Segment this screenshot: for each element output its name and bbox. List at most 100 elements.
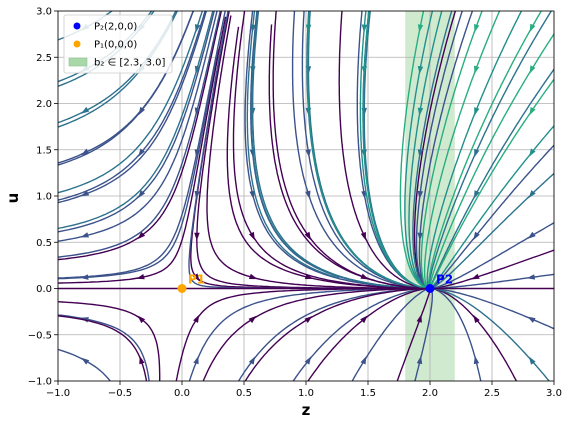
streamline-arrow <box>526 274 536 280</box>
streamline <box>58 11 215 233</box>
streamline <box>58 11 226 279</box>
streamline <box>58 314 150 381</box>
streamline-arrow <box>193 355 199 365</box>
streamline-arrow <box>528 190 536 199</box>
y-tick-label: 0.0 <box>36 284 52 295</box>
streamline-arrow <box>527 316 536 323</box>
point-label-p2: P2 <box>436 273 453 287</box>
streamline-arrow <box>360 273 369 280</box>
y-tick-label: 0.5 <box>36 238 52 249</box>
legend-patch <box>68 57 88 67</box>
legend-label: P₁(0,0,0) <box>94 40 137 51</box>
y-tick-label: 2.5 <box>36 53 52 64</box>
streamline <box>427 11 542 290</box>
streamline-arrow <box>471 273 480 280</box>
streamline-arrow <box>81 106 90 114</box>
streamline-arrow <box>417 24 424 33</box>
y-tick-label: −1.0 <box>28 377 52 388</box>
x-tick-label: −0.5 <box>108 388 132 399</box>
streamline <box>58 16 227 284</box>
streamline-arrow <box>529 65 536 74</box>
streamline <box>399 11 433 291</box>
streamline-arrow <box>138 106 145 116</box>
streamline <box>306 11 400 285</box>
streamline-arrow <box>416 355 423 365</box>
streamline <box>58 48 219 280</box>
streamline-arrow <box>305 149 311 158</box>
streamline-arrow <box>474 107 480 116</box>
streamline-arrow <box>474 148 480 158</box>
streamline-arrow <box>192 273 200 282</box>
streamline-arrow <box>474 24 480 33</box>
streamline-arrow <box>361 66 368 75</box>
x-axis-ticks: −1.0 −0.5 0.0 0.5 1.0 1.5 2.0 2.5 3.0 <box>46 381 562 399</box>
x-tick-label: 3.0 <box>546 388 562 399</box>
streamline-arrow <box>139 355 145 365</box>
streamline-arrow <box>304 316 313 323</box>
streamline-arrow <box>248 356 256 365</box>
x-tick-label: 2.5 <box>484 388 500 399</box>
streamline-arrow <box>194 65 201 75</box>
streamline-arrow <box>473 355 480 365</box>
streamline-arrow <box>474 65 480 75</box>
streamline-arrow <box>193 314 200 323</box>
streamline-arrow <box>529 148 536 157</box>
point-p2 <box>425 284 435 293</box>
streamline-arrow <box>417 149 424 158</box>
x-tick-label: 2.0 <box>422 388 438 399</box>
streamline-arrow <box>361 190 367 200</box>
streamline <box>58 11 206 201</box>
y-tick-label: 2.0 <box>36 99 52 110</box>
streamline-arrow <box>249 190 255 200</box>
x-tick-label: 1.5 <box>360 388 376 399</box>
streamline-arrow <box>137 231 146 240</box>
point-label-p1: P1 <box>188 273 205 287</box>
x-tick-label: 1.0 <box>298 388 314 399</box>
streamline-arrow <box>194 149 201 158</box>
legend-box <box>63 14 173 74</box>
streamline-arrow <box>248 231 255 241</box>
x-tick-label: 0.5 <box>236 388 252 399</box>
streamline <box>359 11 428 290</box>
streamline <box>58 315 148 381</box>
y-tick-label: −0.5 <box>28 330 52 341</box>
y-tick-label: 3.0 <box>36 7 52 18</box>
y-axis-ticks: −1.0 −0.5 0.0 0.5 1.0 1.5 2.0 2.5 3.0 <box>28 7 58 388</box>
streamline-arrow <box>527 231 536 239</box>
x-tick-label: 0.0 <box>174 388 190 399</box>
streamline <box>58 11 218 242</box>
streamline-arrow <box>250 24 256 33</box>
x-axis-label: z <box>302 401 311 419</box>
streamline-arrow <box>417 107 424 116</box>
streamline <box>250 11 400 288</box>
streamline-arrow <box>304 231 311 241</box>
streamline-arrow <box>305 190 311 199</box>
streamline-arrow <box>473 314 480 323</box>
equilibrium-points-layer: P1 P2 <box>177 273 453 293</box>
streamline-arrow <box>194 190 200 200</box>
streamline <box>58 11 204 194</box>
streamline-arrow <box>248 315 257 324</box>
legend-label: P₂(2,0,0) <box>94 22 137 33</box>
streamline-arrow <box>194 24 201 33</box>
streamline-arrow <box>304 273 314 280</box>
streamline-arrow <box>360 232 366 241</box>
streamline-arrow <box>416 314 422 323</box>
streamline-arrow <box>250 66 256 75</box>
streamline-arrow <box>194 232 200 241</box>
streamline-arrow <box>417 190 424 200</box>
streamline-arrow <box>417 232 423 241</box>
legend-marker <box>73 22 81 30</box>
streamline-arrow <box>305 24 312 33</box>
legend-label: b₂ ∈ [2.3, 3.0] <box>94 58 165 69</box>
streamline-arrow <box>474 190 480 199</box>
streamline-arrow <box>529 107 536 116</box>
streamline-arrow <box>248 273 258 280</box>
streamline-arrow <box>361 24 368 33</box>
y-tick-label: 1.0 <box>36 192 52 203</box>
streamline-arrow <box>473 231 480 241</box>
legend: P₂(2,0,0) P₁(0,0,0) b₂ ∈ [2.3, 3.0] <box>63 14 173 74</box>
streamline <box>58 11 208 204</box>
streamline-arrow <box>136 274 145 280</box>
